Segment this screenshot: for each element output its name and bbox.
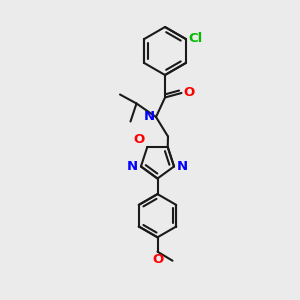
- Text: N: N: [143, 110, 155, 124]
- Text: O: O: [134, 133, 145, 146]
- Text: N: N: [177, 160, 188, 173]
- Text: Cl: Cl: [188, 32, 202, 46]
- Text: O: O: [184, 86, 195, 100]
- Text: N: N: [127, 160, 138, 173]
- Text: O: O: [152, 253, 163, 266]
